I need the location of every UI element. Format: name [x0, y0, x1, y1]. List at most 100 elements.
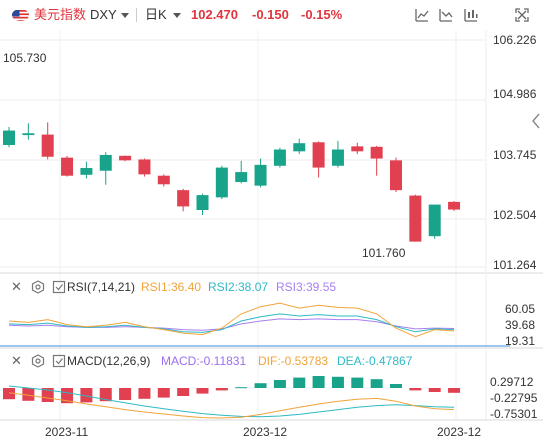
price-change: -0.150: [252, 7, 289, 22]
rsi2-value: RSI2:38.07: [208, 280, 269, 294]
macd-bar: [61, 388, 74, 404]
candle-body: [138, 159, 151, 175]
rsi2-line: [8, 313, 455, 333]
macd-bar: [99, 388, 112, 402]
close-rsi-icon[interactable]: ✕: [11, 279, 22, 294]
macd-tick: -0.22795: [490, 391, 538, 405]
macd-bar: [351, 377, 364, 388]
candle-body: [119, 155, 132, 161]
high-price-label: 105.730: [3, 51, 47, 65]
rsi-header: ✕ RSI(7,14,21) RSI1:36.40 RSI2:38.07 RSI…: [0, 278, 543, 296]
candle-body: [409, 195, 422, 242]
macd-bar: [22, 388, 35, 401]
macd-bar: [293, 377, 306, 388]
rsi3-value: RSI3:39.55: [276, 280, 337, 294]
macd-bar: [119, 388, 132, 400]
macd-toggle-icon[interactable]: [52, 354, 66, 368]
x-axis-label: 2023-11: [45, 425, 89, 439]
macd-bar: [370, 379, 383, 388]
macd-bar: [3, 388, 15, 400]
macd-bar: [428, 388, 441, 392]
rsi-tick: 39.68: [505, 318, 536, 332]
macd-bar: [80, 388, 93, 403]
candle-body: [293, 143, 306, 152]
header-divider: [136, 8, 137, 22]
macd-settings-icon[interactable]: [31, 354, 45, 368]
dea-line: [8, 385, 455, 418]
candle-body: [254, 164, 267, 186]
candle-body: [390, 160, 402, 191]
candle-body: [312, 142, 325, 168]
macd-bar: [215, 388, 228, 391]
candle-body: [351, 146, 364, 152]
candle-body: [370, 146, 383, 159]
macd-bar: [331, 376, 344, 388]
candle-body: [196, 195, 209, 211]
macd-bar: [235, 387, 248, 389]
macd-bar: [409, 388, 422, 391]
macd-bar: [448, 388, 461, 393]
current-price: 102.470: [191, 7, 238, 22]
candle-body: [22, 133, 35, 136]
y-tick: 104.986: [493, 87, 537, 101]
macd-bar: [157, 388, 170, 398]
rsi-settings-icon[interactable]: [31, 280, 45, 294]
y-tick: 101.264: [493, 258, 537, 272]
low-price-label: 101.760: [362, 246, 406, 260]
macd-bar: [390, 384, 402, 388]
y-tick: 103.745: [493, 148, 537, 162]
x-axis-label: 2023-12: [243, 425, 288, 439]
dea-value: DEA:-0.47867: [337, 354, 413, 368]
candle-body: [448, 201, 461, 210]
rsi1-value: RSI1:36.40: [141, 280, 202, 294]
candle-body: [3, 130, 15, 146]
close-macd-icon[interactable]: ✕: [11, 353, 22, 368]
macd-bar: [138, 388, 151, 399]
candle-body: [331, 149, 344, 166]
macd-bar: [177, 388, 190, 396]
rsi-tick: 60.05: [505, 302, 536, 316]
rsi1-line: [8, 302, 455, 338]
macd-bar: [273, 380, 286, 388]
candle-body: [80, 168, 93, 175]
rsi-tick: 19.31: [505, 334, 536, 348]
us-flag-icon: [12, 9, 29, 21]
y-tick: 106.226: [493, 33, 537, 47]
dif-value: DIF:-0.53783: [258, 354, 329, 368]
y-tick: 102.504: [493, 208, 537, 222]
indicator-settings-icon[interactable]: [462, 6, 480, 24]
macd-label[interactable]: MACD(12,26,9): [67, 354, 151, 368]
candle-body: [215, 167, 228, 198]
collapse-panel-icon[interactable]: [530, 110, 542, 132]
candle-body: [61, 157, 74, 176]
candle-body: [235, 172, 248, 183]
rsi-label[interactable]: RSI(7,14,21): [67, 280, 136, 294]
symbol-dropdown-icon[interactable]: [121, 13, 129, 18]
period-dropdown-icon[interactable]: [173, 13, 181, 18]
period-selector[interactable]: 日K: [145, 7, 167, 22]
trend-tool-icon[interactable]: [413, 6, 431, 24]
macd-bar: [312, 376, 325, 388]
candle-body: [157, 175, 170, 185]
macd-bar: [254, 383, 267, 388]
candle-body: [177, 190, 190, 207]
candle-body: [99, 154, 112, 171]
rsi-toggle-icon[interactable]: [52, 280, 66, 294]
macd-bar: [196, 388, 209, 394]
x-axis-label: 2023-12: [437, 425, 482, 439]
dif-line: [8, 392, 455, 419]
candle-body: [41, 134, 54, 157]
macd-value: MACD:-0.11831: [161, 354, 247, 368]
candle-body: [273, 149, 286, 166]
compare-icon[interactable]: [437, 6, 455, 24]
price-change-pct: -0.15%: [301, 7, 343, 22]
candle-body: [428, 204, 441, 237]
macd-header: ✕ MACD(12,26,9) MACD:-0.11831 DIF:-0.537…: [0, 352, 543, 370]
macd-tick: -0.75301: [490, 407, 538, 421]
symbol-name[interactable]: 美元指数: [34, 7, 87, 22]
chart-header: 美元指数 DXY 日K 102.470 -0.150 -0.15%: [0, 0, 543, 30]
symbol-code[interactable]: DXY: [90, 7, 117, 22]
macd-tick: 0.29712: [490, 375, 534, 389]
fullscreen-icon[interactable]: [513, 6, 531, 24]
